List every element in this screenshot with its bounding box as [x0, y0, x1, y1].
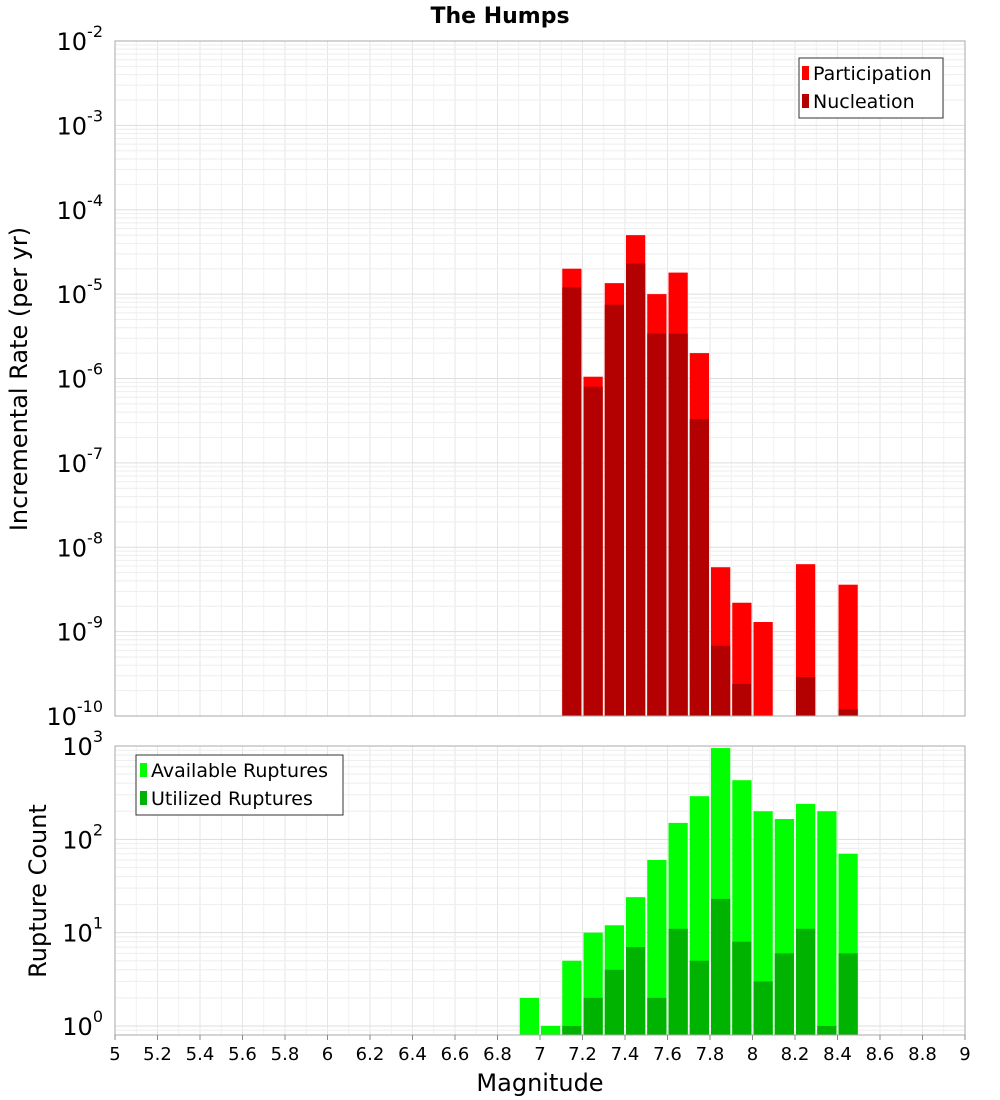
top-bar-nucleation — [732, 683, 752, 716]
top-plot-frame — [114, 40, 966, 717]
x-tick-label: 7 — [534, 1044, 545, 1065]
x-tick-label: 6.4 — [398, 1044, 427, 1065]
top-chart: 10-10 10-9 10-8 10-7 10-6 10-5 10-4 10-3 10-2 In… — [5, 22, 966, 731]
bottom-bar-utilized-ruptures — [711, 898, 731, 1035]
bottom-bar-available-ruptures — [753, 811, 773, 1035]
legend-label-participation: Participation — [813, 63, 932, 85]
bottom-bar-utilized-ruptures — [838, 953, 858, 1035]
top-legend-box — [798, 57, 944, 119]
bottom-bars — [519, 748, 858, 1035]
bottom-y-tick-label: 103 — [62, 727, 103, 761]
top-y-axis-label: Incremental Rate (per yr) — [5, 227, 33, 531]
bottom-y-axis-label: Rupture Count — [24, 804, 52, 978]
bottom-bar-utilized-ruptures — [796, 928, 816, 1035]
x-tick-label: 6.6 — [441, 1044, 470, 1065]
top-legend: Participation Nucleation — [798, 57, 944, 119]
bottom-bar-utilized-ruptures — [647, 997, 667, 1035]
bottom-bar-utilized-ruptures — [626, 947, 646, 1035]
x-tick-label: 8.6 — [866, 1044, 895, 1065]
bottom-legend: Available Ruptures Utilized Ruptures — [135, 754, 344, 816]
bottom-bar-utilized-ruptures — [668, 928, 688, 1035]
x-tick-label: 5 — [109, 1044, 120, 1065]
legend-label-nucleation: Nucleation — [813, 91, 915, 113]
bottom-bar-available-ruptures — [519, 997, 539, 1035]
x-tick-label: 5.8 — [271, 1044, 300, 1065]
top-y-tick-label: 10-4 — [57, 191, 104, 225]
x-tick-label: 8.2 — [781, 1044, 810, 1065]
bottom-y-ticks: 100 101 102 103 — [62, 727, 103, 1041]
x-tick-label: 8 — [747, 1044, 758, 1065]
bottom-bar-utilized-ruptures — [604, 969, 624, 1035]
top-bar-participation — [753, 622, 773, 716]
top-y-tick-label: 10-5 — [57, 275, 104, 309]
x-tick-label: 5.6 — [228, 1044, 257, 1065]
top-bar-nucleation — [838, 709, 858, 716]
top-y-tick-label: 10-6 — [57, 360, 104, 394]
top-bars — [562, 235, 858, 716]
top-y-tick-label: 10-3 — [57, 106, 104, 140]
bottom-bar-utilized-ruptures — [689, 960, 709, 1035]
x-tick-label: 6.2 — [356, 1044, 385, 1065]
top-grid — [115, 41, 965, 716]
x-tick-label: 6 — [322, 1044, 333, 1065]
legend-label-available: Available Ruptures — [151, 760, 328, 782]
legend-swatch-nucleation — [802, 94, 809, 108]
top-y-tick-label: 10-9 — [57, 613, 104, 647]
bottom-y-tick-label: 102 — [62, 820, 103, 854]
top-bar-nucleation — [583, 386, 603, 716]
top-bar-nucleation — [689, 419, 709, 716]
bottom-bar-utilized-ruptures — [774, 953, 794, 1035]
x-tick-label: 8.4 — [823, 1044, 852, 1065]
x-axis-ticks: 5 5.2 5.4 5.6 5.8 6 6.2 6.4 6.6 6.8 7 7.2 7.4 7.6 7.8 8… — [109, 1035, 971, 1065]
x-tick-label: 7.2 — [568, 1044, 597, 1065]
legend-swatch-participation — [802, 66, 809, 80]
top-bar-nucleation — [711, 645, 731, 716]
top-y-tick-label: 10-7 — [57, 444, 104, 478]
x-tick-label: 6.8 — [483, 1044, 512, 1065]
bottom-y-tick-label: 101 — [62, 914, 103, 948]
bottom-bar-available-ruptures — [817, 811, 837, 1035]
bottom-bar-utilized-ruptures — [732, 941, 752, 1035]
top-y-tick-label: 10-2 — [57, 22, 104, 56]
top-bar-nucleation — [604, 304, 624, 716]
x-tick-label: 8.8 — [908, 1044, 937, 1065]
top-bar-nucleation — [562, 287, 582, 716]
top-y-tick-label: 10-10 — [46, 697, 103, 731]
legend-label-utilized: Utilized Ruptures — [151, 788, 313, 810]
bottom-bar-available-ruptures — [541, 1025, 561, 1035]
x-tick-label: 9 — [959, 1044, 970, 1065]
x-tick-label: 5.2 — [143, 1044, 172, 1065]
x-axis-label: Magnitude — [476, 1069, 603, 1097]
top-y-tick-label: 10-8 — [57, 528, 104, 562]
bottom-bar-available-ruptures — [647, 860, 667, 1035]
legend-swatch-available — [140, 763, 147, 777]
bottom-chart: 100 101 102 103 Rupture Count Available Rup… — [24, 727, 966, 1041]
top-y-ticks: 10-10 10-9 10-8 10-7 10-6 10-5 10-4 10-3 10-2 — [46, 22, 103, 731]
x-tick-label: 7.4 — [611, 1044, 640, 1065]
bottom-bar-utilized-ruptures — [817, 1025, 837, 1035]
chart-title: The Humps — [430, 4, 569, 29]
bottom-bar-available-ruptures — [562, 960, 582, 1035]
bottom-bar-utilized-ruptures — [583, 997, 603, 1035]
top-bar-nucleation — [626, 263, 646, 716]
top-bar-nucleation — [668, 333, 688, 716]
x-tick-label: 7.8 — [696, 1044, 725, 1065]
top-bar-nucleation — [647, 333, 667, 716]
bottom-bar-utilized-ruptures — [753, 981, 773, 1035]
top-bar-participation — [838, 584, 858, 716]
legend-swatch-utilized — [140, 791, 147, 805]
top-bar-nucleation — [796, 676, 816, 716]
bottom-bar-utilized-ruptures — [562, 1025, 582, 1035]
x-tick-label: 7.6 — [653, 1044, 682, 1065]
bottom-y-tick-label: 100 — [62, 1007, 103, 1041]
x-tick-label: 5.4 — [186, 1044, 215, 1065]
bottom-legend-box — [135, 754, 344, 816]
